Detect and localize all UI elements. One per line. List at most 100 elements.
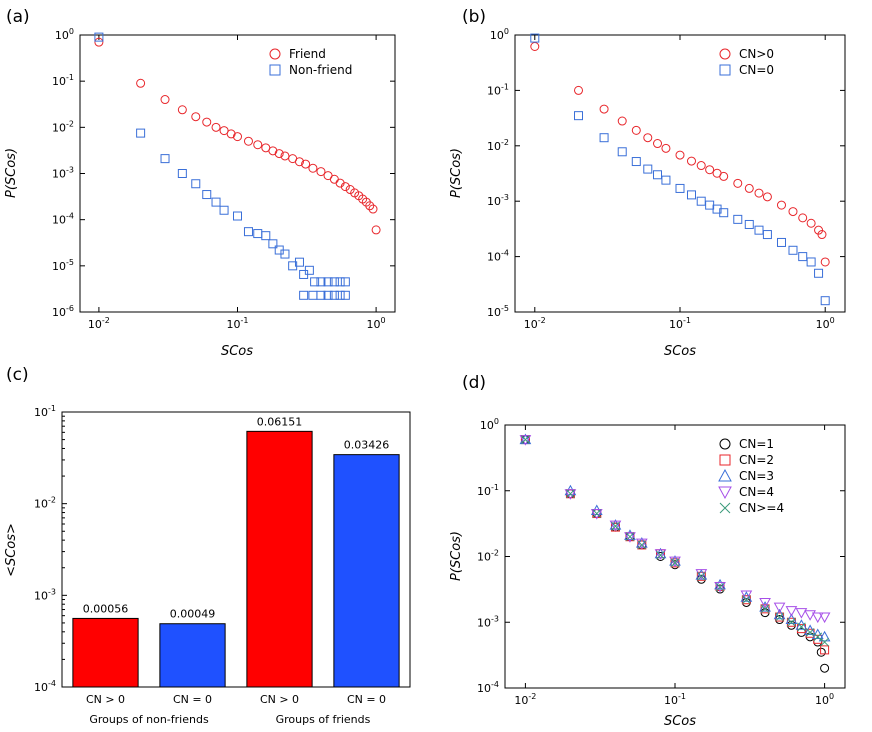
legend-label: CN=3 (739, 469, 774, 483)
data-point (202, 117, 212, 127)
data-point (773, 602, 786, 614)
category-label: CN = 0 (173, 693, 212, 706)
x-tick-label: 10-2 (88, 316, 110, 331)
data-point (294, 157, 304, 167)
data-point (714, 581, 726, 593)
data-point (742, 595, 751, 605)
data-point (340, 277, 350, 287)
x-tick-label: 10-1 (664, 692, 686, 707)
data-point (316, 167, 326, 177)
data-point (268, 146, 278, 156)
series-cn-0 (530, 33, 830, 306)
data-point (308, 290, 318, 300)
data-point (329, 174, 339, 184)
y-axis-label: <SCos> (4, 523, 19, 577)
data-point (611, 521, 620, 531)
y-tick-label: 100 (55, 27, 74, 42)
data-point (719, 208, 729, 218)
data-point (617, 147, 627, 157)
data-point (368, 204, 378, 214)
data-point (675, 150, 685, 160)
plot-frame (514, 34, 846, 313)
data-point (566, 489, 575, 499)
legend-marker (719, 48, 731, 60)
legend-marker (269, 48, 281, 60)
data-point (94, 32, 104, 42)
bar-value-label: 0.03426 (344, 439, 390, 452)
data-point (233, 132, 242, 142)
data-point (635, 538, 648, 550)
data-point (740, 590, 753, 601)
data-point (191, 112, 201, 122)
bar (333, 454, 400, 688)
data-point (574, 111, 584, 121)
y-tick-label: 10-1 (477, 483, 499, 498)
bar-value-label: 0.00056 (83, 602, 129, 615)
data-point (820, 257, 830, 267)
y-tick-label: 10-1 (487, 82, 509, 97)
data-point (817, 230, 827, 240)
data-point (274, 149, 284, 159)
data-point (787, 617, 796, 627)
data-point (795, 608, 808, 619)
data-point (670, 558, 680, 568)
panel-label: (c) (6, 365, 29, 385)
data-point (335, 290, 345, 300)
data-point (308, 163, 318, 173)
y-axis-label: P(SCos) (4, 148, 19, 198)
data-point (818, 630, 831, 642)
panel-label: (b) (462, 7, 486, 27)
y-tick-label: 10-3 (34, 587, 56, 602)
data-point (631, 157, 641, 167)
legend-label: Friend (289, 47, 326, 61)
data-point (776, 200, 786, 210)
data-point (788, 207, 798, 217)
y-tick-label: 10-4 (477, 680, 499, 695)
group-label: Groups of friends (276, 713, 371, 726)
data-point (243, 136, 253, 146)
y-tick-label: 10-6 (52, 304, 74, 319)
y-tick-label: 10-5 (52, 258, 74, 273)
data-point (806, 257, 816, 267)
data-point (202, 190, 212, 200)
data-point (675, 183, 685, 193)
data-point (609, 520, 622, 532)
data-point (345, 185, 355, 195)
data-point (805, 628, 815, 637)
data-point (280, 249, 290, 259)
x-axis-label: SCos (221, 344, 253, 359)
data-point (686, 190, 696, 200)
data-point (261, 231, 271, 241)
data-point (301, 159, 311, 169)
y-tick-label: 10-4 (34, 679, 56, 694)
data-point (329, 277, 339, 287)
y-axis-label: P(SCos) (449, 531, 464, 581)
legend-label: CN=0 (739, 63, 774, 77)
series-cn-4 (521, 435, 829, 647)
data-point (816, 647, 826, 657)
data-point (733, 214, 743, 224)
series-cn-2 (520, 435, 830, 655)
y-tick-label: 10-2 (52, 119, 74, 134)
data-point (268, 239, 278, 249)
data-point (177, 105, 187, 115)
plot-frame (61, 411, 411, 688)
data-point (323, 290, 333, 300)
legend-marker (719, 502, 731, 514)
data-point (818, 612, 831, 624)
series-group (530, 33, 830, 306)
data-point (631, 125, 641, 135)
bar-value-label: 0.06151 (257, 415, 303, 428)
data-point (160, 95, 170, 105)
y-tick-label: 10-4 (52, 212, 74, 227)
data-point (625, 532, 635, 542)
x-axis-label: SCos (664, 714, 696, 729)
data-point (715, 582, 725, 592)
y-tick-label: 100 (480, 417, 499, 432)
series-group (519, 433, 831, 673)
data-point (820, 637, 829, 647)
y-tick-label: 10-1 (52, 73, 74, 88)
legend-marker (269, 64, 281, 76)
data-point (160, 154, 170, 164)
data-point (243, 227, 253, 237)
